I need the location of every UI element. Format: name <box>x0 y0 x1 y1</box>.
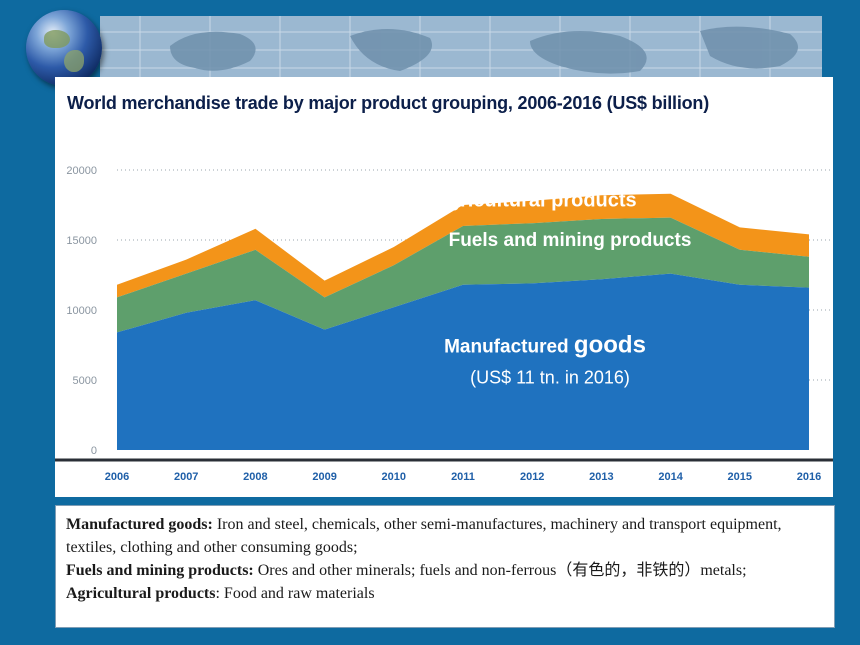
annotation-manufactured: Manufactured goods <box>444 332 646 359</box>
area-chart: 20000 15000 10000 5000 0 2006 2007 2008 2009 2010… <box>55 165 833 483</box>
x-tick-label: 2006 <box>105 471 129 483</box>
series-area-agricultural-products <box>117 193 809 298</box>
x-tick-label: 2014 <box>658 471 683 483</box>
x-tick-label: 2009 <box>312 471 336 483</box>
chart-title: World merchandise trade by major product… <box>67 93 709 113</box>
note-line: Manufactured goods: Iron and steel, chem… <box>66 513 824 559</box>
x-tick-label: 2012 <box>520 471 544 483</box>
note-text-agricultural: : Food and raw materials <box>215 585 375 602</box>
note-label-manufactured: Manufactured goods: <box>66 516 213 533</box>
x-tick-label: 2013 <box>589 471 613 483</box>
x-tick-label: 2008 <box>243 471 267 483</box>
annotation-agricultural: Agricultural products <box>433 189 636 211</box>
note-text-manufactured: Iron and steel, chemicals, other semi-ma… <box>66 516 782 556</box>
chart-panel: World merchandise trade by major product… <box>55 77 833 497</box>
world-map-banner <box>100 16 822 82</box>
note-label-agricultural: Agricultural products <box>66 585 216 602</box>
x-tick-label: 2011 <box>451 471 475 483</box>
note-line: Fuels and mining products: Ores and othe… <box>66 559 824 582</box>
series-area-fuels-and-mining-products <box>117 217 809 333</box>
y-tick-label: 15000 <box>66 235 97 247</box>
annotation-manufactured-total: (US$ 11 tn. in 2016) <box>470 368 630 388</box>
y-tick-label: 5000 <box>73 375 97 387</box>
x-tick-label: 2007 <box>174 471 198 483</box>
x-tick-label: 2016 <box>797 471 821 483</box>
note-label-fuels: Fuels and mining products: <box>66 562 254 579</box>
y-tick-label: 20000 <box>66 165 97 177</box>
note-line: Agricultural products: Food and raw mate… <box>66 582 824 605</box>
x-tick-label: 2015 <box>728 471 752 483</box>
y-tick-label: 10000 <box>66 305 97 317</box>
definitions-box: Manufactured goods: Iron and steel, chem… <box>55 505 835 628</box>
world-map-graphic <box>100 16 822 82</box>
note-text-fuels: Ores and other minerals; fuels and non-f… <box>253 562 747 579</box>
annotation-fuels: Fuels and mining products <box>449 230 692 251</box>
globe-icon <box>26 10 102 86</box>
y-tick-label: 0 <box>91 445 97 457</box>
x-tick-label: 2010 <box>382 471 406 483</box>
series-area-manufactured-goods <box>117 273 809 450</box>
